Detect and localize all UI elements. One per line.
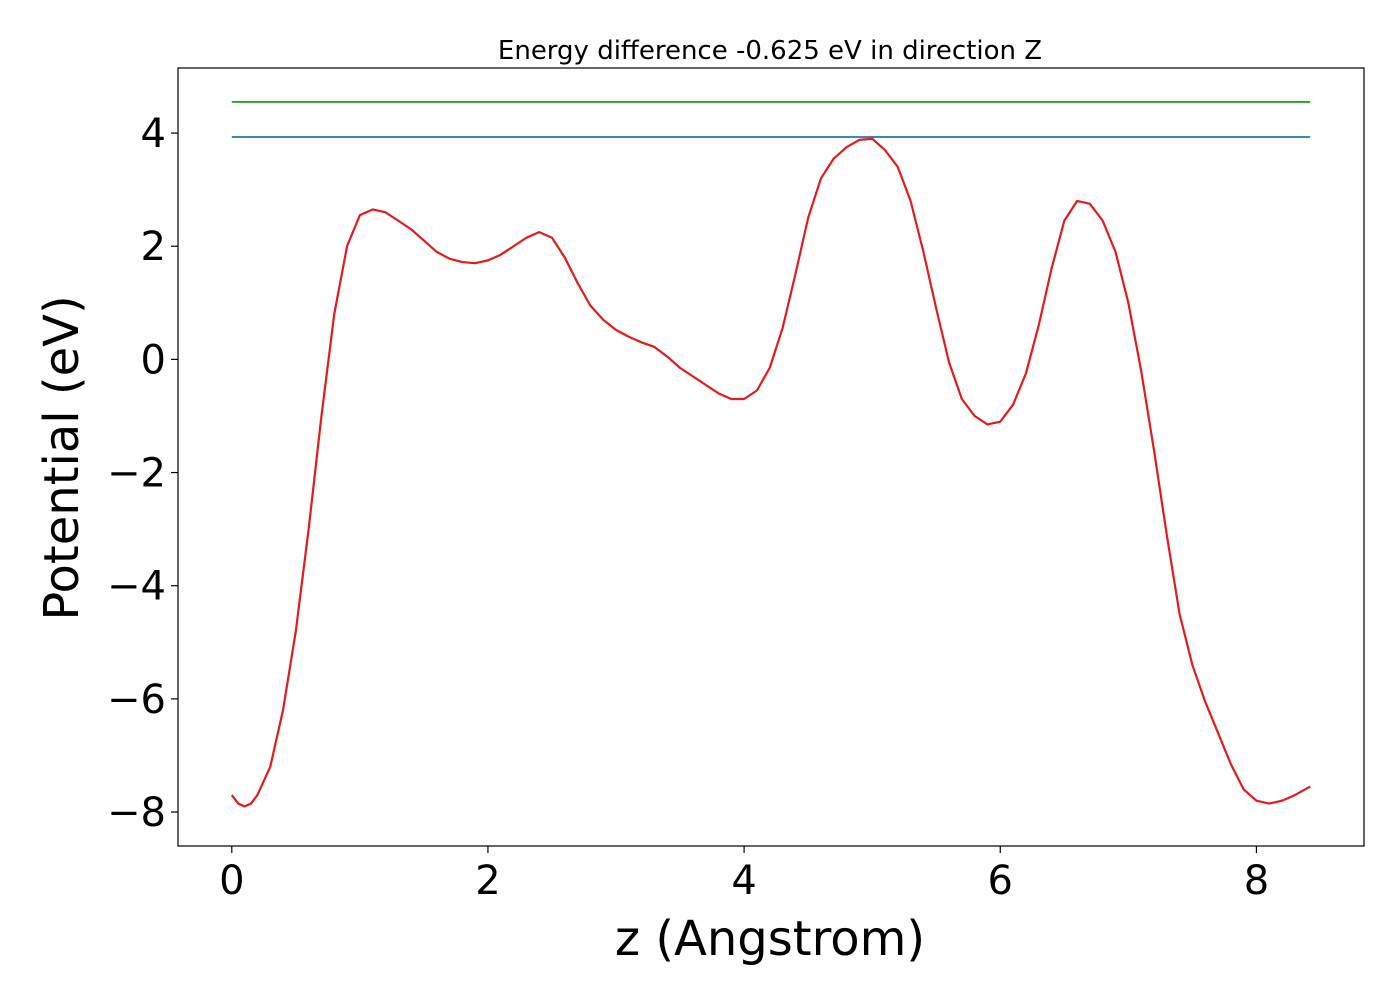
plot-area [230, 101, 1311, 808]
y-tick-label: −8 [107, 790, 166, 836]
y-tick-label: 4 [141, 111, 166, 157]
y-tick-label: 0 [141, 337, 166, 383]
chart-title: Energy difference -0.625 eV in direction… [498, 36, 1042, 66]
y-tick-label: −6 [107, 677, 166, 723]
y-tick-label: 2 [141, 224, 166, 270]
x-tick-label: 0 [219, 858, 244, 904]
x-axis: 0 2 4 6 8 [219, 846, 1269, 904]
x-tick-label: 2 [475, 858, 500, 904]
x-tick-label: 6 [988, 858, 1013, 904]
x-tick-label: 8 [1244, 858, 1269, 904]
y-tick-label: −2 [107, 451, 166, 497]
y-tick-label: −4 [107, 564, 166, 610]
y-axis-label: Potential (eV) [34, 295, 90, 620]
x-axis-label: z (Angstrom) [615, 911, 925, 967]
plot-frame [177, 67, 1365, 847]
y-axis: −8 −6 −4 −2 0 2 4 [107, 111, 178, 836]
x-tick-label: 4 [731, 858, 756, 904]
series-line-3 [230, 137, 1311, 808]
